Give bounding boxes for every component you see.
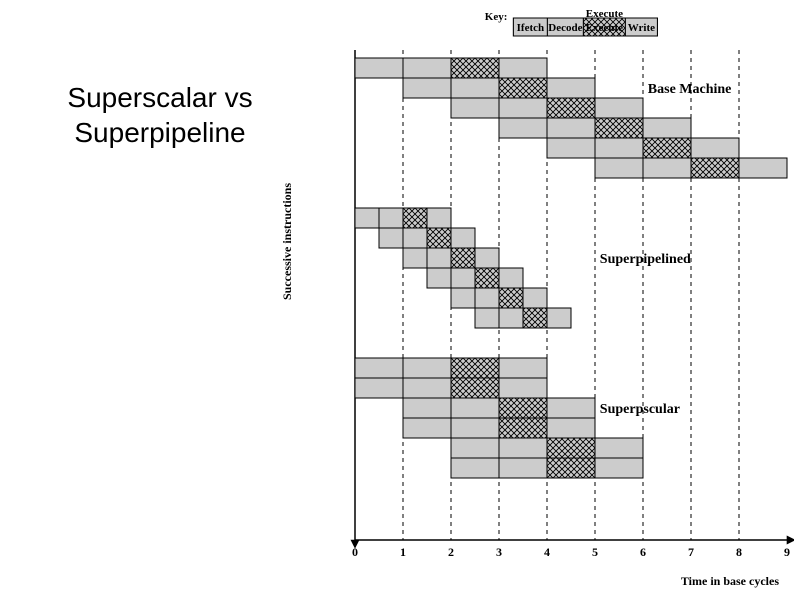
x-axis-label: Time in base cycles (681, 574, 779, 589)
pipeline-diagram: Key: IfetchDecode Execute Write Execute 0 1 2 3 4… (295, 10, 794, 570)
svg-text:Write: Write (628, 22, 655, 34)
svg-text:Ifetch: Ifetch (517, 22, 545, 34)
svg-text:Superpipelined: Superpipelined (600, 252, 691, 267)
y-axis-label: Successive instructions (280, 183, 295, 300)
svg-text:5: 5 (592, 545, 598, 559)
svg-text:6: 6 (640, 545, 646, 559)
svg-text:4: 4 (544, 545, 550, 559)
svg-text:Superpscular: Superpscular (600, 402, 680, 417)
slide-title: Superscalar vs Superpipeline (30, 80, 290, 150)
svg-text:Key:: Key: (485, 11, 508, 23)
svg-text:0: 0 (352, 545, 358, 559)
svg-text:Base Machine: Base Machine (648, 82, 732, 97)
svg-text:1: 1 (400, 545, 406, 559)
page: Superscalar vs Superpipeline Successive … (0, 0, 794, 595)
svg-text:7: 7 (688, 545, 694, 559)
svg-text:Execute: Execute (586, 22, 623, 34)
svg-text:8: 8 (736, 545, 742, 559)
svg-text:Decode: Decode (548, 22, 582, 34)
svg-text:2: 2 (448, 545, 454, 559)
svg-text:3: 3 (496, 545, 502, 559)
svg-text:9: 9 (784, 545, 790, 559)
svg-text:Execute: Execute (586, 10, 623, 20)
